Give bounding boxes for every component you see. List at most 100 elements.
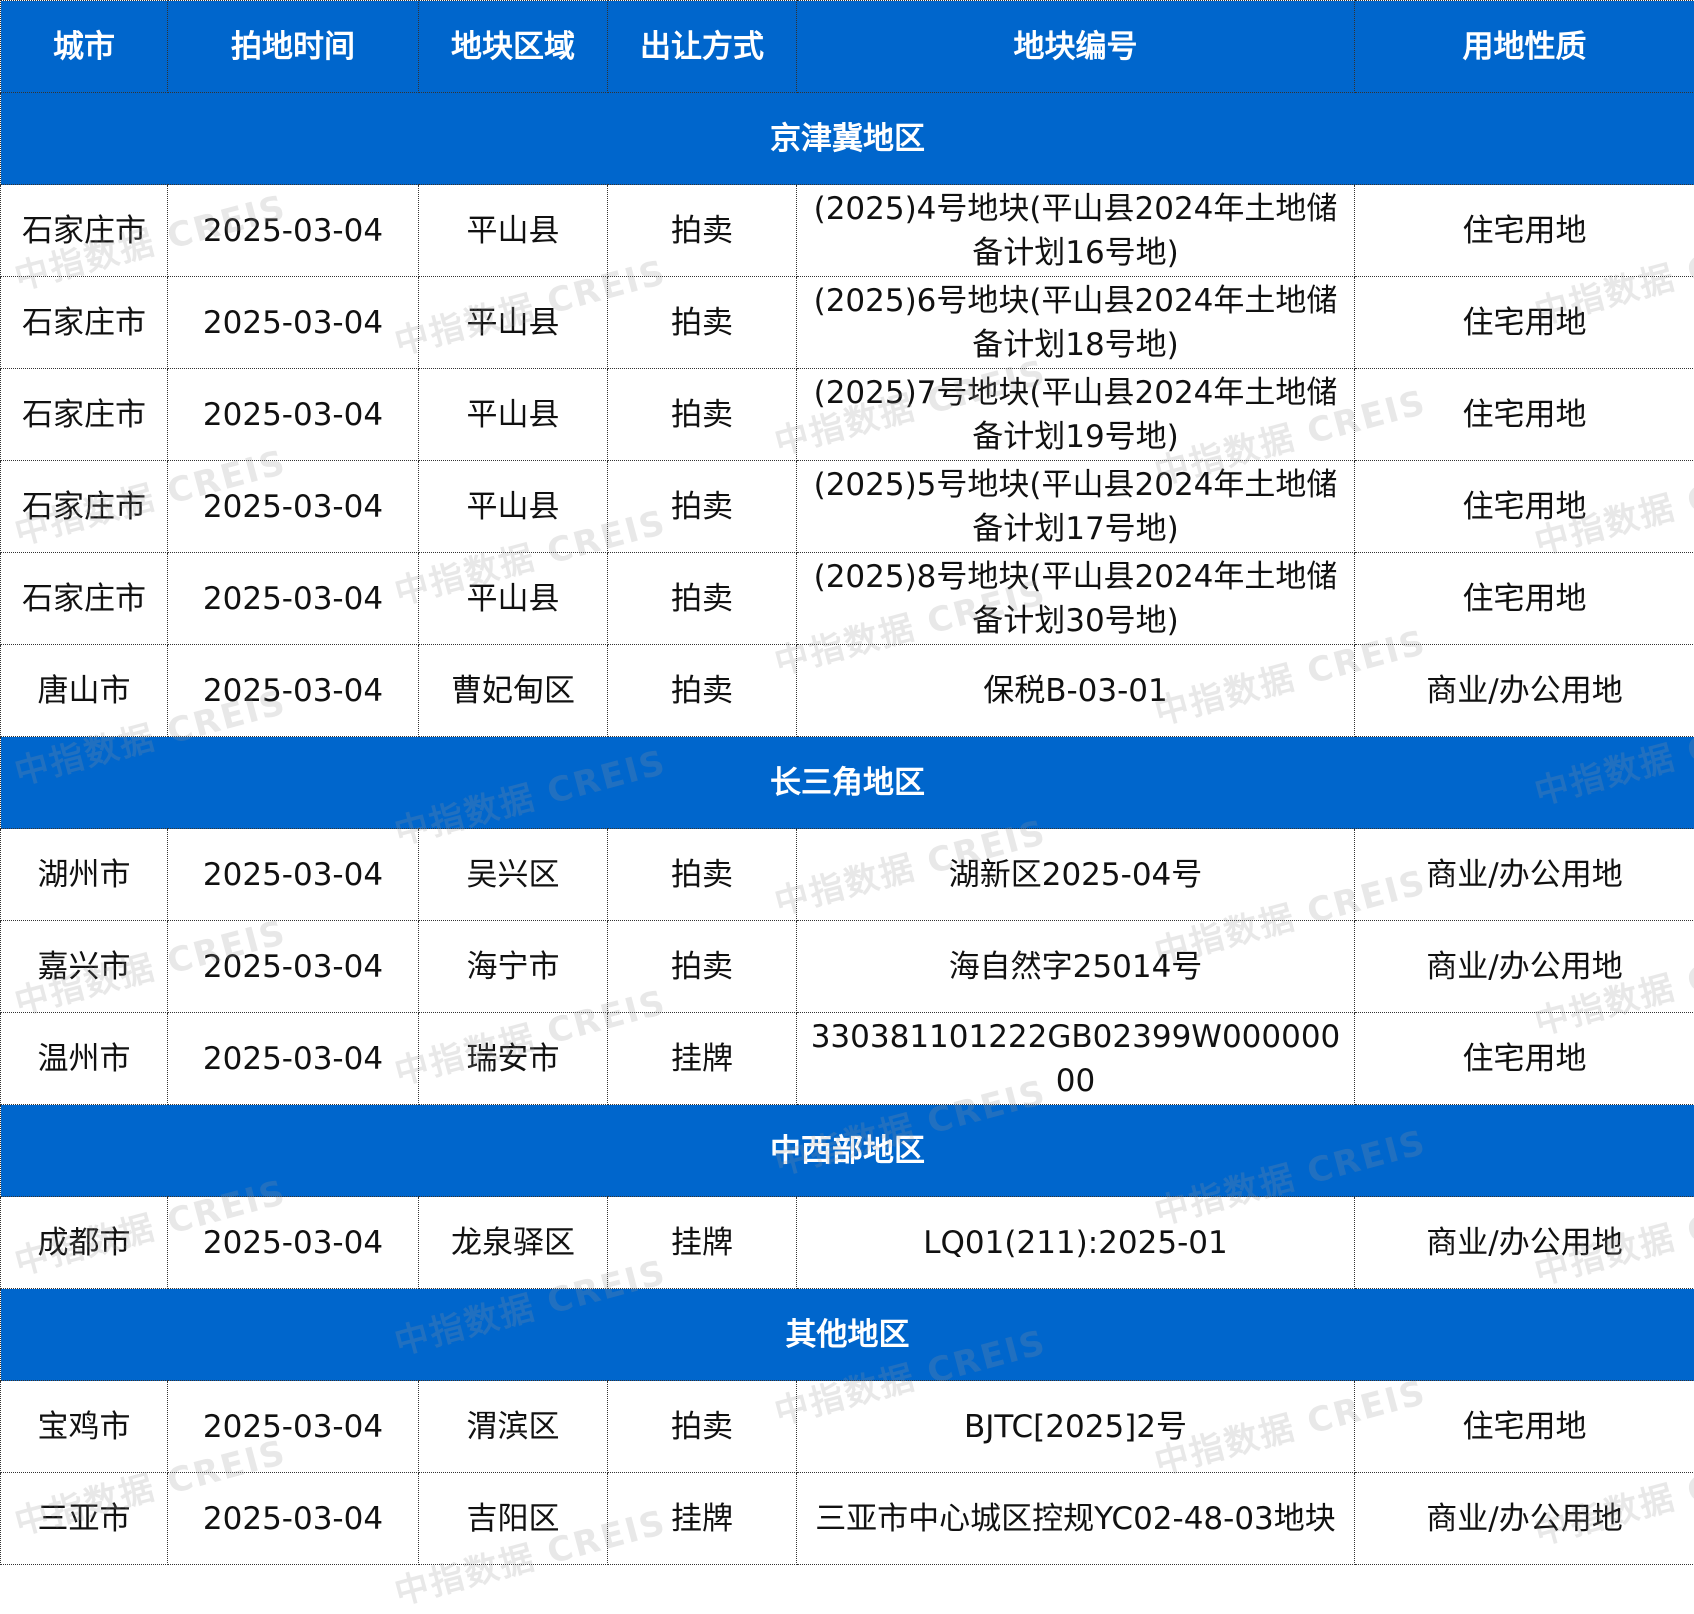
cell-date: 2025-03-04 bbox=[168, 921, 419, 1013]
cell-transfer-method: 拍卖 bbox=[608, 461, 797, 553]
cell-district: 平山县 bbox=[419, 185, 608, 277]
cell-date: 2025-03-04 bbox=[168, 1013, 419, 1105]
header-transfer-method: 出让方式 bbox=[608, 1, 797, 93]
region-title: 其他地区 bbox=[1, 1289, 1694, 1381]
cell-date: 2025-03-04 bbox=[168, 185, 419, 277]
cell-plot-number: BJTC[2025]2号 bbox=[797, 1381, 1355, 1473]
cell-transfer-method: 挂牌 bbox=[608, 1013, 797, 1105]
cell-city: 唐山市 bbox=[1, 645, 168, 737]
cell-transfer-method: 拍卖 bbox=[608, 277, 797, 369]
header-plot-number: 地块编号 bbox=[797, 1, 1355, 93]
cell-city: 石家庄市 bbox=[1, 277, 168, 369]
cell-district: 平山县 bbox=[419, 461, 608, 553]
cell-date: 2025-03-04 bbox=[168, 277, 419, 369]
cell-date: 2025-03-04 bbox=[168, 461, 419, 553]
region-title: 长三角地区 bbox=[1, 737, 1694, 829]
cell-plot-number: 330381101222GB02399W00000000 bbox=[797, 1013, 1355, 1105]
cell-plot-number: (2025)4号地块(平山县2024年土地储备计划16号地) bbox=[797, 185, 1355, 277]
region-title: 京津冀地区 bbox=[1, 93, 1694, 185]
cell-transfer-method: 拍卖 bbox=[608, 369, 797, 461]
cell-land-use: 商业/办公用地 bbox=[1355, 829, 1694, 921]
header-land-use: 用地性质 bbox=[1355, 1, 1694, 93]
header-district: 地块区域 bbox=[419, 1, 608, 93]
region-title: 中西部地区 bbox=[1, 1105, 1694, 1197]
cell-plot-number: 三亚市中心城区控规YC02-48-03地块 bbox=[797, 1473, 1355, 1565]
cell-date: 2025-03-04 bbox=[168, 1381, 419, 1473]
cell-transfer-method: 拍卖 bbox=[608, 1381, 797, 1473]
region-row: 京津冀地区 bbox=[1, 93, 1694, 185]
region-row: 其他地区 bbox=[1, 1289, 1694, 1381]
cell-city: 石家庄市 bbox=[1, 185, 168, 277]
cell-land-use: 商业/办公用地 bbox=[1355, 921, 1694, 1013]
cell-plot-number: (2025)6号地块(平山县2024年土地储备计划18号地) bbox=[797, 277, 1355, 369]
cell-land-use: 住宅用地 bbox=[1355, 1013, 1694, 1105]
cell-land-use: 住宅用地 bbox=[1355, 1381, 1694, 1473]
cell-city: 石家庄市 bbox=[1, 553, 168, 645]
cell-district: 平山县 bbox=[419, 277, 608, 369]
cell-district: 平山县 bbox=[419, 553, 608, 645]
cell-plot-number: (2025)7号地块(平山县2024年土地储备计划19号地) bbox=[797, 369, 1355, 461]
cell-plot-number: LQ01(211):2025-01 bbox=[797, 1197, 1355, 1289]
cell-district: 平山县 bbox=[419, 369, 608, 461]
cell-plot-number: (2025)8号地块(平山县2024年土地储备计划30号地) bbox=[797, 553, 1355, 645]
cell-transfer-method: 挂牌 bbox=[608, 1197, 797, 1289]
cell-transfer-method: 挂牌 bbox=[608, 1473, 797, 1565]
cell-city: 成都市 bbox=[1, 1197, 168, 1289]
cell-city: 三亚市 bbox=[1, 1473, 168, 1565]
cell-transfer-method: 拍卖 bbox=[608, 921, 797, 1013]
cell-plot-number: 海自然字25014号 bbox=[797, 921, 1355, 1013]
cell-land-use: 商业/办公用地 bbox=[1355, 1473, 1694, 1565]
cell-land-use: 商业/办公用地 bbox=[1355, 645, 1694, 737]
cell-date: 2025-03-04 bbox=[168, 645, 419, 737]
cell-district: 吴兴区 bbox=[419, 829, 608, 921]
cell-date: 2025-03-04 bbox=[168, 829, 419, 921]
cell-land-use: 住宅用地 bbox=[1355, 461, 1694, 553]
cell-date: 2025-03-04 bbox=[168, 1473, 419, 1565]
cell-transfer-method: 拍卖 bbox=[608, 553, 797, 645]
cell-land-use: 住宅用地 bbox=[1355, 277, 1694, 369]
header-row: 城市 拍地时间 地块区域 出让方式 地块编号 用地性质 bbox=[1, 1, 1694, 93]
cell-district: 龙泉驿区 bbox=[419, 1197, 608, 1289]
cell-land-use: 住宅用地 bbox=[1355, 369, 1694, 461]
cell-date: 2025-03-04 bbox=[168, 369, 419, 461]
cell-district: 曹妃甸区 bbox=[419, 645, 608, 737]
cell-city: 嘉兴市 bbox=[1, 921, 168, 1013]
cell-land-use: 住宅用地 bbox=[1355, 185, 1694, 277]
cell-city: 石家庄市 bbox=[1, 461, 168, 553]
cell-plot-number: (2025)5号地块(平山县2024年土地储备计划17号地) bbox=[797, 461, 1355, 553]
cell-district: 海宁市 bbox=[419, 921, 608, 1013]
cell-district: 瑞安市 bbox=[419, 1013, 608, 1105]
cell-district: 渭滨区 bbox=[419, 1381, 608, 1473]
cell-city: 湖州市 bbox=[1, 829, 168, 921]
cell-plot-number: 保税B-03-01 bbox=[797, 645, 1355, 737]
cell-land-use: 商业/办公用地 bbox=[1355, 1197, 1694, 1289]
cell-land-use: 住宅用地 bbox=[1355, 553, 1694, 645]
cell-date: 2025-03-04 bbox=[168, 1197, 419, 1289]
cell-transfer-method: 拍卖 bbox=[608, 829, 797, 921]
cell-transfer-method: 拍卖 bbox=[608, 185, 797, 277]
cell-city: 宝鸡市 bbox=[1, 1381, 168, 1473]
cell-district: 吉阳区 bbox=[419, 1473, 608, 1565]
cell-city: 温州市 bbox=[1, 1013, 168, 1105]
cell-city: 石家庄市 bbox=[1, 369, 168, 461]
region-row: 中西部地区 bbox=[1, 1105, 1694, 1197]
cell-plot-number: 湖新区2025-04号 bbox=[797, 829, 1355, 921]
header-date: 拍地时间 bbox=[168, 1, 419, 93]
cell-transfer-method: 拍卖 bbox=[608, 645, 797, 737]
cell-date: 2025-03-04 bbox=[168, 553, 419, 645]
header-city: 城市 bbox=[1, 1, 168, 93]
region-row: 长三角地区 bbox=[1, 737, 1694, 829]
